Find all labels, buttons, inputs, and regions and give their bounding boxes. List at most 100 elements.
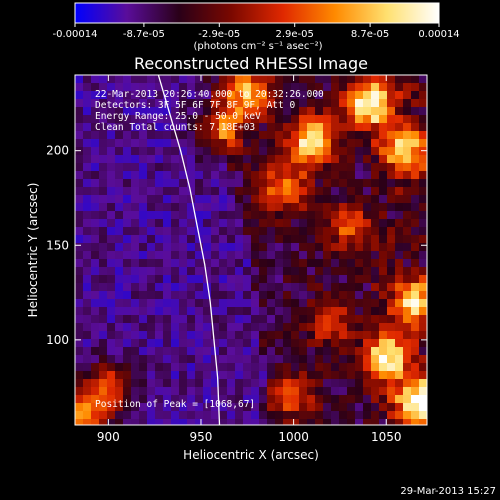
heatmap-cell xyxy=(411,91,420,100)
heatmap-cell xyxy=(259,323,268,332)
heatmap-cell xyxy=(387,371,396,380)
heatmap-cell xyxy=(315,219,324,228)
heatmap-cell xyxy=(339,251,348,260)
heatmap-cell xyxy=(99,275,108,284)
heatmap-cell xyxy=(163,235,172,244)
heatmap-cell xyxy=(379,411,388,420)
heatmap-cell xyxy=(187,283,196,292)
heatmap-cell xyxy=(379,339,388,348)
heatmap-cell xyxy=(195,203,204,212)
heatmap-cell xyxy=(387,115,396,124)
heatmap-cell xyxy=(163,283,172,292)
heatmap-cell xyxy=(275,251,284,260)
heatmap-cell xyxy=(243,419,252,425)
heatmap-cell xyxy=(267,387,276,396)
heatmap-cell xyxy=(235,267,244,276)
heatmap-cell xyxy=(139,347,148,356)
heatmap-cell xyxy=(291,275,300,284)
heatmap-cell xyxy=(75,363,84,372)
heatmap-cell xyxy=(203,163,212,172)
heatmap-cell xyxy=(371,139,380,148)
heatmap-cell xyxy=(195,195,204,204)
heatmap-cell xyxy=(91,371,100,380)
heatmap-cell xyxy=(355,163,364,172)
heatmap-cell xyxy=(259,347,268,356)
heatmap-cell xyxy=(115,395,124,404)
heatmap-cell xyxy=(83,139,92,148)
heatmap-cell xyxy=(339,171,348,180)
heatmap-cell xyxy=(195,99,204,108)
heatmap-cell xyxy=(267,187,276,196)
heatmap-cell xyxy=(291,75,300,84)
heatmap-cell xyxy=(163,211,172,220)
heatmap-cell xyxy=(315,171,324,180)
heatmap-cell xyxy=(347,243,356,252)
heatmap-cell xyxy=(139,259,148,268)
heatmap-cell xyxy=(203,291,212,300)
heatmap-cell xyxy=(315,323,324,332)
heatmap-cell xyxy=(251,291,260,300)
heatmap-cell xyxy=(355,371,364,380)
heatmap-cell xyxy=(75,267,84,276)
heatmap-cell xyxy=(307,235,316,244)
heatmap-cell xyxy=(283,243,292,252)
heatmap-cell xyxy=(267,171,276,180)
heatmap-cell xyxy=(139,395,148,404)
colorbar-units: (photons cm⁻² s⁻¹ asec⁻²) xyxy=(193,41,322,52)
heatmap-cell xyxy=(371,251,380,260)
heatmap-cell xyxy=(347,259,356,268)
heatmap-cell xyxy=(91,267,100,276)
heatmap-cell xyxy=(115,139,124,148)
heatmap-cell xyxy=(267,323,276,332)
heatmap-cell xyxy=(371,195,380,204)
heatmap-cell xyxy=(171,131,180,140)
heatmap-cell xyxy=(91,171,100,180)
heatmap-cell xyxy=(203,123,212,132)
heatmap-cell xyxy=(227,75,236,84)
heatmap-cell xyxy=(227,363,236,372)
heatmap-cell xyxy=(259,379,268,388)
heatmap-cell xyxy=(131,171,140,180)
heatmap-cell xyxy=(291,403,300,412)
heatmap-cell xyxy=(403,155,412,164)
heatmap-cell xyxy=(203,307,212,316)
heatmap-cell xyxy=(123,355,132,364)
heatmap-cell xyxy=(211,115,220,124)
heatmap-cell xyxy=(227,155,236,164)
heatmap-cell xyxy=(339,299,348,308)
heatmap-cell xyxy=(163,403,172,412)
heatmap-cell xyxy=(179,115,188,124)
heatmap-cell xyxy=(155,131,164,140)
heatmap-cell xyxy=(99,211,108,220)
heatmap-cell xyxy=(91,259,100,268)
heatmap-cell xyxy=(131,411,140,420)
heatmap-cell xyxy=(203,395,212,404)
heatmap-cell xyxy=(275,307,284,316)
heatmap-cell xyxy=(259,235,268,244)
heatmap-cell xyxy=(235,307,244,316)
heatmap-cell xyxy=(75,403,84,412)
heatmap-cell xyxy=(411,307,420,316)
heatmap-cell xyxy=(355,195,364,204)
heatmap-cell xyxy=(411,283,420,292)
heatmap-cell xyxy=(331,355,340,364)
heatmap-cell xyxy=(387,155,396,164)
heatmap-cell xyxy=(171,187,180,196)
heatmap-cell xyxy=(187,331,196,340)
heatmap-cell xyxy=(219,267,228,276)
heatmap-cell xyxy=(355,411,364,420)
heatmap-cell xyxy=(379,107,388,116)
heatmap-cell xyxy=(315,163,324,172)
heatmap-cell xyxy=(131,267,140,276)
heatmap-cell xyxy=(267,339,276,348)
heatmap-cell xyxy=(251,179,260,188)
heatmap-cell xyxy=(83,379,92,388)
heatmap-cell xyxy=(315,251,324,260)
heatmap-cell xyxy=(187,203,196,212)
heatmap-cell xyxy=(83,371,92,380)
heatmap-cell xyxy=(123,107,132,116)
heatmap-cell xyxy=(235,219,244,228)
heatmap-cell xyxy=(211,83,220,92)
heatmap-cell xyxy=(75,243,84,252)
heatmap-cell xyxy=(211,203,220,212)
